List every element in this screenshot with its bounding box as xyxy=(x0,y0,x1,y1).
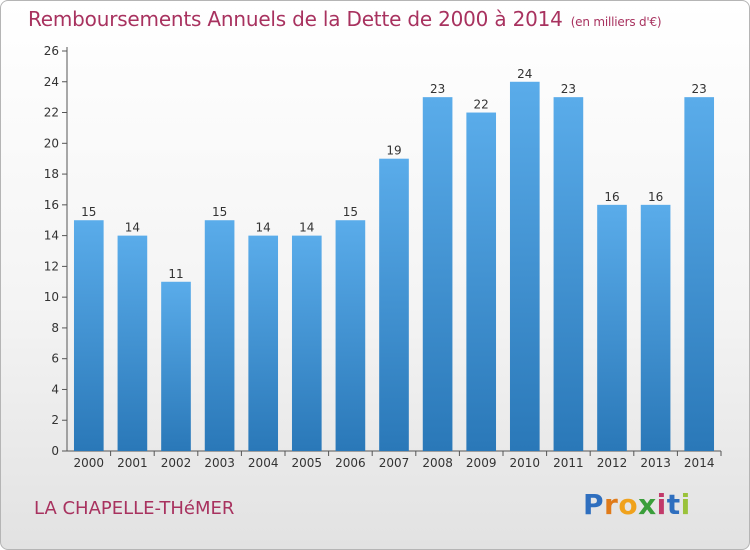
chart-data-labels: 15 14 11 15 14 14 15 19 23 22 24 23 16 16 23 xyxy=(81,67,707,281)
x-tick-label-2013: 2013 xyxy=(640,456,671,470)
x-tick-label-2005: 2005 xyxy=(292,456,323,470)
x-tick-label-2009: 2009 xyxy=(466,456,497,470)
logo-letter: o xyxy=(618,488,639,521)
proxiti-logo: Proxiti xyxy=(583,488,691,521)
bar-2011 xyxy=(553,97,584,452)
data-label-2007: 19 xyxy=(386,144,401,158)
y-tick-label: 14 xyxy=(44,229,59,243)
y-tick-label: 18 xyxy=(44,167,59,181)
bar-2012 xyxy=(597,204,627,451)
data-label-2001: 14 xyxy=(125,221,140,235)
x-tick-label-2012: 2012 xyxy=(597,456,628,470)
bar-2001 xyxy=(117,235,148,451)
logo-letter: t xyxy=(666,488,681,521)
data-label-2002: 11 xyxy=(168,267,183,281)
bar-2009 xyxy=(466,112,497,452)
x-tick-label-2004: 2004 xyxy=(248,456,279,470)
chart-bars xyxy=(73,81,715,452)
bar-2004 xyxy=(248,235,279,451)
data-label-2004: 14 xyxy=(256,221,271,235)
bar-2008 xyxy=(422,97,453,452)
logo-letter: P xyxy=(583,488,605,521)
data-label-2009: 22 xyxy=(474,98,489,112)
x-tick-label-2000: 2000 xyxy=(74,456,105,470)
x-tick-label-2003: 2003 xyxy=(204,456,235,470)
data-label-2008: 23 xyxy=(430,82,445,96)
x-tick-label-2001: 2001 xyxy=(117,456,148,470)
data-label-2003: 15 xyxy=(212,205,227,219)
y-tick-label: 22 xyxy=(44,106,59,120)
bar-2007 xyxy=(379,158,409,451)
x-tick-label-2006: 2006 xyxy=(335,456,366,470)
x-tick-label-2007: 2007 xyxy=(379,456,410,470)
x-tick-label-2002: 2002 xyxy=(161,456,192,470)
bar-2000 xyxy=(73,220,104,451)
y-tick-label: 0 xyxy=(51,444,59,458)
y-tick-label: 2 xyxy=(51,413,59,427)
chart-title-text: Remboursements Annuels de la Dette de 20… xyxy=(28,7,563,31)
bar-2010 xyxy=(509,81,540,452)
data-label-2013: 16 xyxy=(648,190,663,204)
data-label-2000: 15 xyxy=(81,205,96,219)
y-tick-label: 10 xyxy=(44,290,59,304)
data-label-2005: 14 xyxy=(299,221,314,235)
data-label-2006: 15 xyxy=(343,205,358,219)
data-label-2011: 23 xyxy=(561,82,576,96)
bar-2003 xyxy=(204,220,235,451)
commune-name: LA CHAPELLE-THéMER xyxy=(34,498,235,519)
logo-letter: i xyxy=(680,488,691,521)
bar-2005 xyxy=(291,235,322,451)
bar-2002 xyxy=(161,281,191,451)
bar-2014 xyxy=(684,97,715,452)
x-tick-label-2011: 2011 xyxy=(553,456,584,470)
chart-subtitle: (en milliers d'€) xyxy=(570,15,662,29)
bar-2013 xyxy=(640,204,671,451)
y-tick-label: 20 xyxy=(44,136,59,150)
data-label-2010: 24 xyxy=(517,67,532,81)
logo-letter: r xyxy=(604,488,619,521)
chart-title: Remboursements Annuels de la Dette de 20… xyxy=(28,7,662,31)
y-tick-label: 4 xyxy=(51,382,59,396)
data-label-2012: 16 xyxy=(604,190,619,204)
x-tick-label-2010: 2010 xyxy=(510,456,541,470)
data-label-2014: 23 xyxy=(692,82,707,96)
bar-2006 xyxy=(335,220,366,451)
x-tick-label-2008: 2008 xyxy=(422,456,453,470)
y-tick-label: 8 xyxy=(51,321,59,335)
y-tick-label: 26 xyxy=(44,44,59,58)
y-tick-label: 12 xyxy=(44,259,59,273)
y-tick-label: 16 xyxy=(44,198,59,212)
y-tick-label: 6 xyxy=(51,352,59,366)
logo-letter: x xyxy=(638,488,657,521)
x-tick-label-2014: 2014 xyxy=(684,456,715,470)
logo-letter: i xyxy=(656,488,667,521)
y-tick-label: 24 xyxy=(44,75,59,89)
